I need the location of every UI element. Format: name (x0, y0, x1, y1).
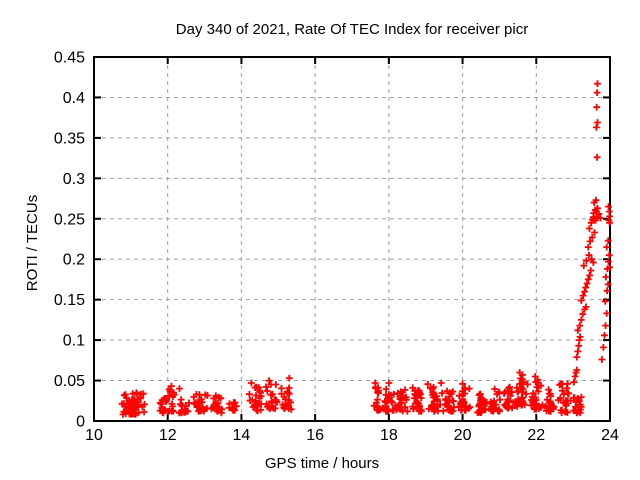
y-tick-label: 0.1 (63, 333, 85, 350)
y-tick-label: 0.45 (54, 50, 85, 67)
y-tick-label: 0.05 (54, 373, 85, 390)
y-tick-label: 0.3 (63, 171, 85, 188)
y-axis-label: ROTI / TECUs (24, 195, 41, 291)
x-axis-label: GPS time / hours (265, 455, 379, 472)
x-tick-label: 18 (380, 427, 398, 444)
x-tick-label: 24 (601, 427, 619, 444)
x-tick-label: 10 (85, 427, 103, 444)
chart-title: Day 340 of 2021, Rate Of TEC Index for r… (176, 21, 528, 38)
x-tick-label: 14 (233, 427, 251, 444)
tick-labels: 10 12 14 16 18 20 22 24 0 0.05 0.1 0.15 0.2 0.25 0.3 0.… (54, 50, 619, 445)
axes (93, 56, 611, 422)
plot-border (93, 56, 611, 422)
x-tick-label: 16 (306, 427, 324, 444)
scatter-series-roti (118, 80, 613, 418)
y-tick-label: 0 (76, 414, 85, 431)
x-tick-label: 12 (159, 427, 177, 444)
y-tick-label: 0.4 (63, 90, 85, 107)
scatter-points (118, 80, 613, 418)
x-tick-label: 22 (527, 427, 545, 444)
y-tick-label: 0.35 (54, 130, 85, 147)
y-tick-label: 0.2 (63, 252, 85, 269)
grid-lines (94, 57, 610, 421)
y-tick-label: 0.25 (54, 211, 85, 228)
y-tick-label: 0.15 (54, 292, 85, 309)
x-tick-label: 20 (454, 427, 472, 444)
